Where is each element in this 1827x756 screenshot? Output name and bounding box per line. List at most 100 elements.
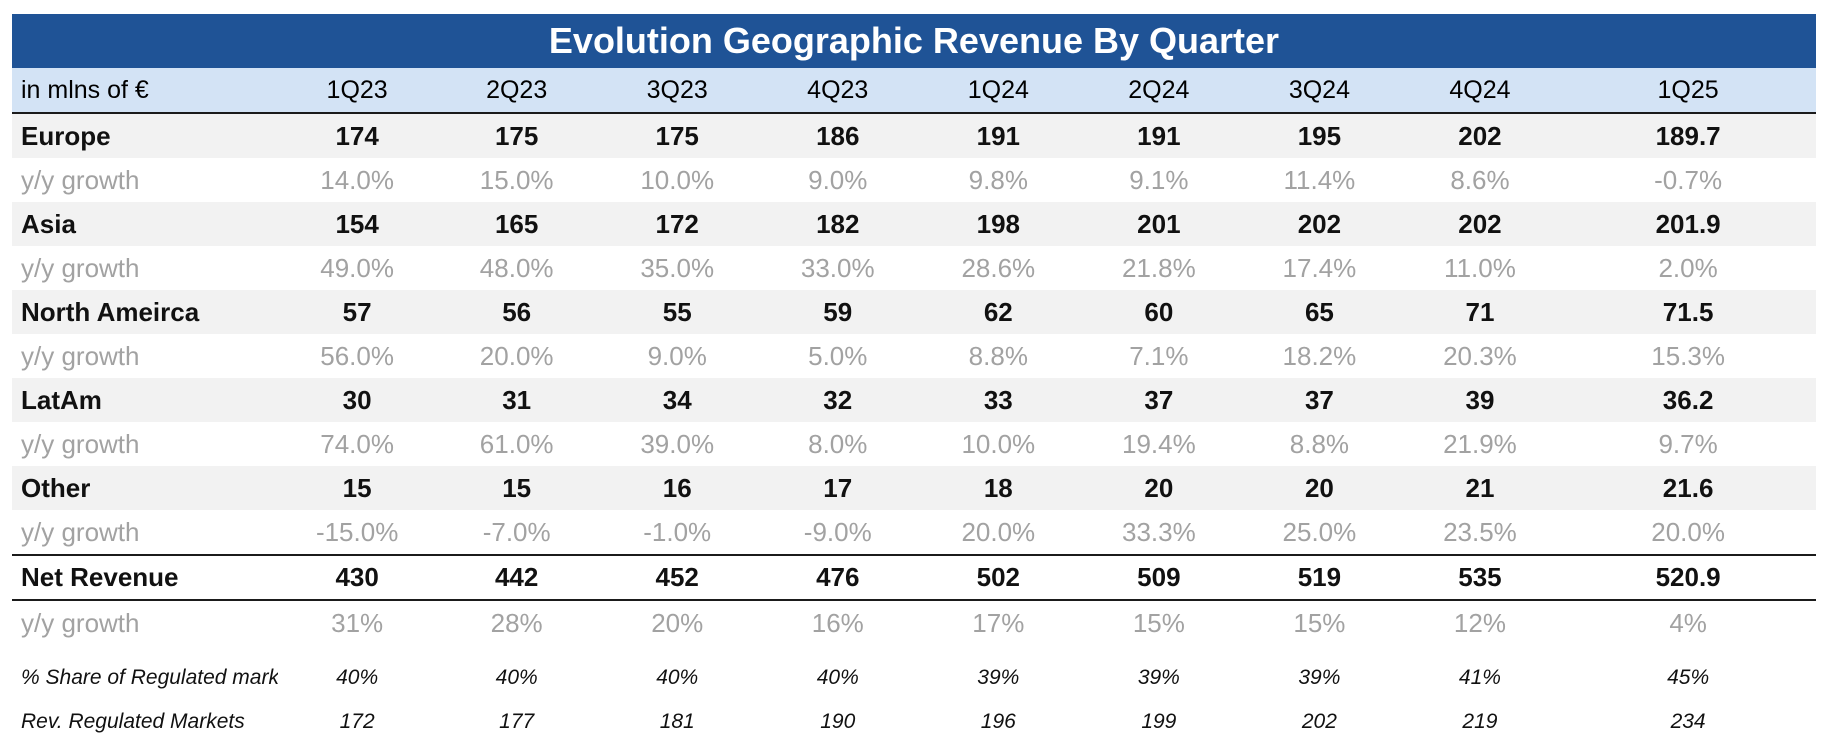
value-cell: 20 (1239, 466, 1400, 510)
growth-row: y/y growth -15.0% -7.0% -1.0% -9.0% 20.0% 33.3… (12, 510, 1816, 555)
growth-cell: 11.0% (1399, 246, 1561, 290)
growth-cell: 16% (757, 600, 919, 645)
growth-cell: 8.8% (918, 334, 1079, 378)
net-revenue-row: Net Revenue 430 442 452 476 502 509 519 535 520.9 (12, 554, 1816, 601)
growth-cell: 8.0% (757, 422, 919, 466)
value-cell: 71.5 (1560, 290, 1816, 334)
share-cell: 40% (495, 666, 538, 689)
growth-cell: 20.0% (1560, 510, 1816, 555)
column-header: 2Q23 (436, 68, 597, 114)
region-row: Other 15 15 16 17 18 20 20 21 21.6 (12, 466, 1816, 510)
regulated-value-cell: 234 (1670, 710, 1706, 733)
header-row: in mlns of €1Q23 2Q23 3Q23 4Q23 1Q24 2Q24 3Q24… (12, 68, 1816, 114)
value-cell: 201.9 (1560, 202, 1816, 246)
column-header: 1Q25 (1560, 68, 1816, 114)
value-cell: 16 (596, 466, 758, 510)
growth-cell: 10.0% (596, 158, 758, 202)
share-cell: 40% (656, 666, 699, 689)
share-cell: 41% (1458, 666, 1501, 689)
value-cell: 186 (757, 113, 919, 158)
regulated-revenue-row: Rev. Regulated Markets 172 177 181 190 196 199… (12, 700, 1816, 744)
revenue-table: in mlns of €1Q23 2Q23 3Q23 4Q23 1Q24 2Q24 3Q24… (12, 68, 1816, 744)
value-cell: 36.2 (1560, 378, 1816, 422)
value-cell: 201 (1078, 202, 1240, 246)
growth-row: y/y growth 74.0% 61.0% 39.0% 8.0% 10.0% 19.4% 8… (12, 422, 1816, 466)
growth-cell: 5.0% (757, 334, 919, 378)
value-cell: 202 (1399, 113, 1561, 158)
value-cell: 30 (277, 378, 437, 422)
value-cell: 71 (1399, 290, 1561, 334)
total-value-cell: 502 (918, 554, 1079, 601)
growth-cell: 39.0% (596, 422, 758, 466)
growth-cell: 15.0% (436, 158, 597, 202)
value-cell: 175 (436, 113, 597, 158)
growth-cell: 61.0% (436, 422, 597, 466)
regulated-revenue-row-label: Rev. Regulated Markets (21, 710, 245, 733)
growth-cell: 20.0% (436, 334, 597, 378)
growth-cell: 21.8% (1078, 246, 1240, 290)
growth-cell: 33.3% (1078, 510, 1240, 555)
growth-row-label: y/y growth (12, 334, 278, 378)
value-cell: 57 (277, 290, 437, 334)
growth-cell: 28% (436, 600, 597, 645)
column-header: 2Q24 (1078, 68, 1240, 114)
regulated-value-cell: 219 (1462, 710, 1498, 733)
growth-cell: 18.2% (1239, 334, 1400, 378)
region-row-label: Other (12, 466, 278, 510)
growth-cell: 11.4% (1239, 158, 1400, 202)
share-cell: 45% (1667, 666, 1710, 689)
share-cell: 39% (1137, 666, 1180, 689)
growth-cell: 28.6% (918, 246, 1079, 290)
growth-row-label: y/y growth (12, 158, 278, 202)
regulated-value-cell: 202 (1301, 710, 1337, 733)
value-cell: 182 (757, 202, 919, 246)
value-cell: 174 (277, 113, 437, 158)
growth-row-label: y/y growth (12, 422, 278, 466)
growth-row: y/y growth 49.0% 48.0% 35.0% 33.0% 28.6% 21.8%… (12, 246, 1816, 290)
value-cell: 154 (277, 202, 437, 246)
growth-row-label: y/y growth (12, 510, 278, 555)
value-cell: 195 (1239, 113, 1400, 158)
regulated-share-row: % Share of Regulated markets 40% 40% 40% 40%… (12, 656, 1816, 700)
growth-cell: 20% (596, 600, 758, 645)
growth-cell: 8.8% (1239, 422, 1400, 466)
value-cell: 37 (1078, 378, 1240, 422)
growth-cell: -15.0% (277, 510, 437, 555)
growth-row: y/y growth 14.0% 15.0% 10.0% 9.0% 9.8% 9.1% 11.… (12, 158, 1816, 202)
share-cell: 40% (816, 666, 859, 689)
value-cell: 189.7 (1560, 113, 1816, 158)
regulated-value-cell: 181 (659, 710, 695, 733)
growth-cell: -7.0% (436, 510, 597, 555)
growth-cell: 33.0% (757, 246, 919, 290)
table-body: in mlns of €1Q23 2Q23 3Q23 4Q23 1Q24 2Q24 3Q24… (12, 68, 1816, 744)
value-cell: 20 (1078, 466, 1240, 510)
value-cell: 165 (436, 202, 597, 246)
net-revenue-growth-row: y/y growth 31% 28% 20% 16% 17% 15% 15% 12% 4% (12, 600, 1816, 645)
value-cell: 17 (757, 466, 919, 510)
value-cell: 202 (1239, 202, 1400, 246)
region-row-label: North Ameirca (12, 290, 278, 334)
total-value-cell: 452 (596, 554, 758, 601)
value-cell: 175 (596, 113, 758, 158)
regulated-value-cell: 190 (820, 710, 856, 733)
value-cell: 18 (918, 466, 1079, 510)
value-cell: 37 (1239, 378, 1400, 422)
value-cell: 56 (436, 290, 597, 334)
growth-cell: 10.0% (918, 422, 1079, 466)
regulated-value-cell: 199 (1141, 710, 1177, 733)
growth-cell: 17.4% (1239, 246, 1400, 290)
region-row: North Ameirca 57 56 55 59 62 60 65 71 71.5 (12, 290, 1816, 334)
column-header: 4Q24 (1399, 68, 1561, 114)
growth-cell: 17% (918, 600, 1079, 645)
share-cell: 39% (977, 666, 1020, 689)
growth-cell: 49.0% (277, 246, 437, 290)
value-cell: 191 (1078, 113, 1240, 158)
growth-cell: 56.0% (277, 334, 437, 378)
value-cell: 191 (918, 113, 1079, 158)
growth-cell: 12% (1399, 600, 1561, 645)
net-revenue-growth-row-label: y/y growth (12, 600, 278, 645)
regulated-share-row-label: % Share of Regulated markets (21, 666, 278, 689)
growth-row: y/y growth 56.0% 20.0% 9.0% 5.0% 8.8% 7.1% 18.2… (12, 334, 1816, 378)
growth-cell: 15% (1239, 600, 1400, 645)
column-header: 1Q24 (918, 68, 1079, 114)
